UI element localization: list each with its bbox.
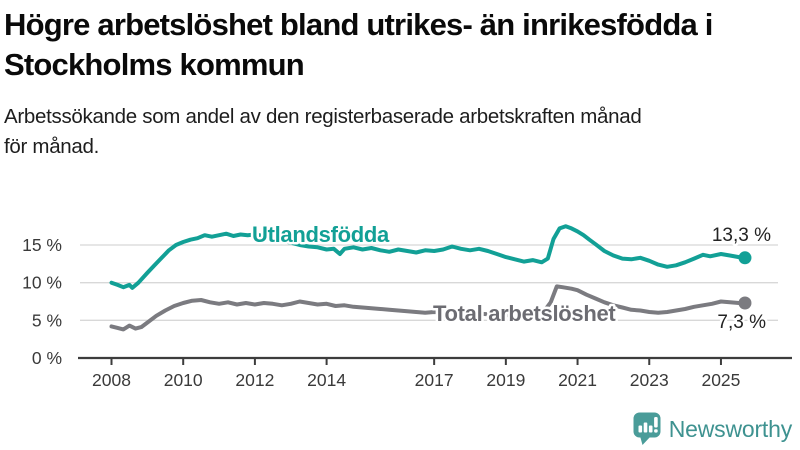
series-line-0 (109, 224, 747, 290)
newsworthy-logo-icon (633, 412, 661, 445)
x-tick-label-2023: 2023 (630, 370, 669, 390)
series-end-dot-0 (738, 251, 752, 265)
page-subtitle-line-1: Arbetssökande som andel av den registerb… (4, 105, 642, 128)
page-subtitle: Arbetssökande som andel av den registerb… (4, 102, 796, 162)
x-tick-label-2025: 2025 (701, 370, 740, 390)
x-tick-label-2017: 2017 (415, 370, 454, 390)
page-subtitle-line-2: för månad. (4, 135, 99, 158)
series-label-0: Utlandsfödda (252, 222, 390, 247)
y-tick-label-0: 0 % (32, 348, 62, 368)
series-end-value-1: 7,3 % (717, 312, 766, 333)
x-tick-label-2021: 2021 (558, 370, 597, 390)
y-tick-label-5: 5 % (32, 310, 62, 330)
y-tick-label-10: 10 % (22, 273, 62, 293)
series-end-dot-1 (738, 296, 752, 310)
newsworthy-logo: Newsworthy (633, 412, 792, 446)
y-tick-label-15: 15 % (22, 235, 62, 255)
x-tick-label-2019: 2019 (486, 370, 525, 390)
page-title-line-2: Stockholms kommun (4, 47, 305, 82)
brand-name: Newsworthy (668, 415, 792, 442)
page-title-line-1: Högre arbetslöshet bland utrikes- än inr… (4, 7, 713, 42)
series-end-value-0: 13,3 % (712, 225, 771, 246)
x-tick-label-2010: 2010 (164, 370, 203, 390)
series-line-1 (109, 284, 747, 332)
x-tick-label-2012: 2012 (235, 370, 274, 390)
header: Högre arbetslöshet bland utrikes- än inr… (4, 5, 796, 162)
series-label-1: Total arbetslöshet (433, 301, 616, 326)
page-title: Högre arbetslöshet bland utrikes- än inr… (4, 5, 796, 85)
x-tick-label-2008: 2008 (92, 370, 131, 390)
x-tick-label-2014: 2014 (307, 370, 346, 390)
